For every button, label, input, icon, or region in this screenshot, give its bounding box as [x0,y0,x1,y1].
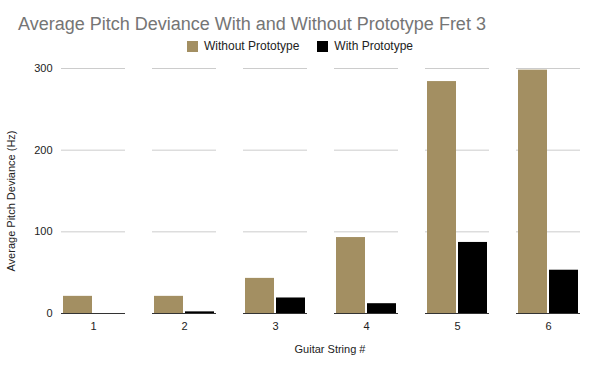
svg-text:3: 3 [272,320,278,332]
svg-text:4: 4 [363,320,369,332]
svg-text:300: 300 [34,62,52,74]
html-text:Without Prototype: Without Prototype [204,39,300,53]
svg-text:2: 2 [181,320,187,332]
svg-text:0: 0 [46,307,52,319]
svg-text:200: 200 [34,144,52,156]
html-text:Guitar String #: Guitar String # [294,343,366,355]
html-text:Average Pitch Deviance (Hz): Average Pitch Deviance (Hz) [5,130,17,271]
svg-text:6: 6 [545,320,551,332]
svg-text:5: 5 [454,320,460,332]
svg-text:100: 100 [34,225,52,237]
html-text:With Prototype: With Prototype [334,39,413,53]
svg-text:1: 1 [90,320,96,332]
html-text:Average Pitch Deviance With an: Average Pitch Deviance With and Without … [18,14,486,34]
